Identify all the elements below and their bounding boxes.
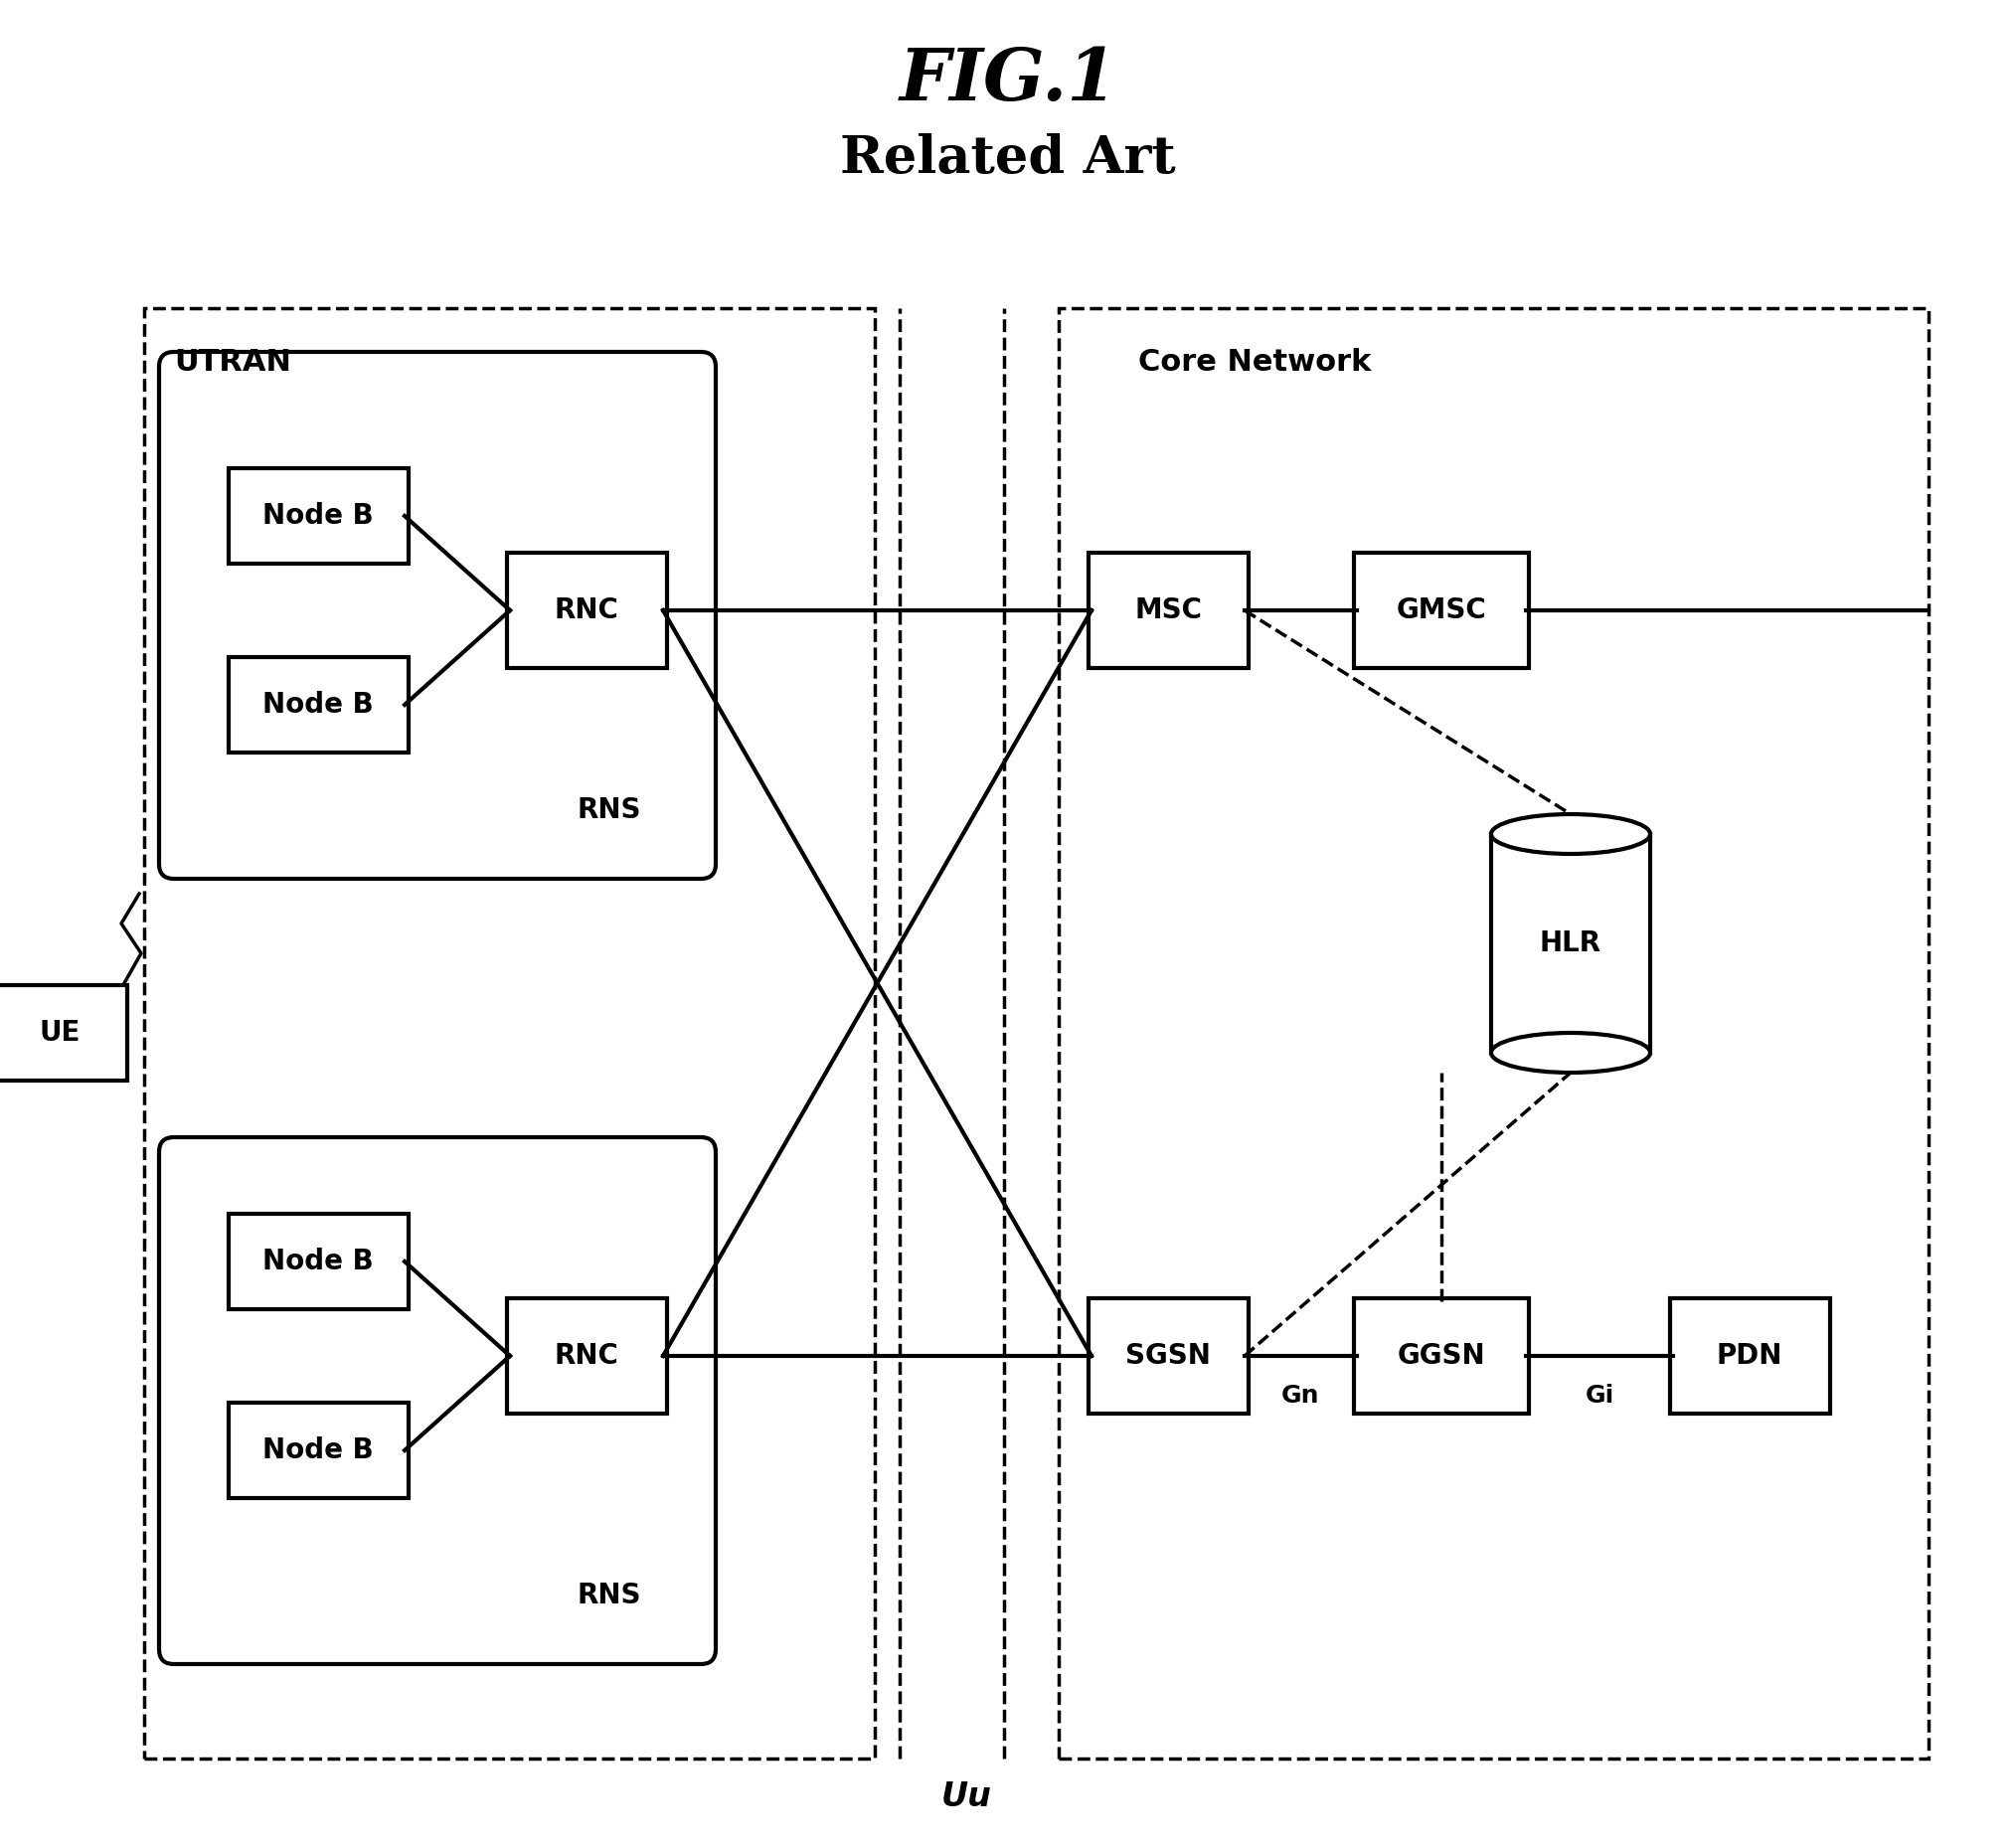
Bar — [1058, 309, 1929, 1759]
Text: RNC: RNC — [554, 597, 619, 625]
Text: Node B: Node B — [262, 1436, 373, 1464]
FancyBboxPatch shape — [1355, 553, 1528, 667]
Ellipse shape — [1492, 815, 1651, 854]
Text: HLR: HLR — [1540, 930, 1601, 957]
FancyBboxPatch shape — [159, 351, 716, 880]
FancyBboxPatch shape — [228, 468, 409, 564]
Text: Gi: Gi — [1585, 1384, 1615, 1408]
Ellipse shape — [1492, 1033, 1651, 1072]
Text: SGSN: SGSN — [1125, 1342, 1212, 1369]
FancyBboxPatch shape — [159, 1137, 716, 1663]
FancyBboxPatch shape — [228, 658, 409, 752]
FancyBboxPatch shape — [506, 553, 667, 667]
Text: UTRAN: UTRAN — [173, 347, 290, 377]
Text: RNS: RNS — [577, 1582, 641, 1610]
Text: RNC: RNC — [554, 1342, 619, 1369]
Text: Node B: Node B — [262, 503, 373, 530]
Bar — [143, 309, 875, 1759]
Text: Node B: Node B — [262, 1247, 373, 1275]
FancyBboxPatch shape — [1355, 1299, 1528, 1414]
FancyBboxPatch shape — [1669, 1299, 1831, 1414]
Text: MSC: MSC — [1135, 597, 1202, 625]
FancyBboxPatch shape — [0, 985, 127, 1081]
FancyBboxPatch shape — [1089, 553, 1248, 667]
FancyBboxPatch shape — [506, 1299, 667, 1414]
Text: Core Network: Core Network — [1139, 347, 1371, 377]
Text: GGSN: GGSN — [1397, 1342, 1486, 1369]
Text: FIG.1: FIG.1 — [899, 44, 1117, 115]
Text: RNS: RNS — [577, 796, 641, 824]
Bar — [1492, 833, 1651, 1053]
Text: Gn: Gn — [1280, 1384, 1318, 1408]
Text: Uu: Uu — [941, 1780, 992, 1813]
Text: Node B: Node B — [262, 691, 373, 719]
Text: Related Art: Related Art — [841, 133, 1175, 183]
Text: GMSC: GMSC — [1397, 597, 1486, 625]
FancyBboxPatch shape — [228, 1403, 409, 1499]
FancyBboxPatch shape — [228, 1214, 409, 1308]
Text: UE: UE — [38, 1018, 81, 1046]
FancyBboxPatch shape — [1089, 1299, 1248, 1414]
Text: PDN: PDN — [1716, 1342, 1782, 1369]
